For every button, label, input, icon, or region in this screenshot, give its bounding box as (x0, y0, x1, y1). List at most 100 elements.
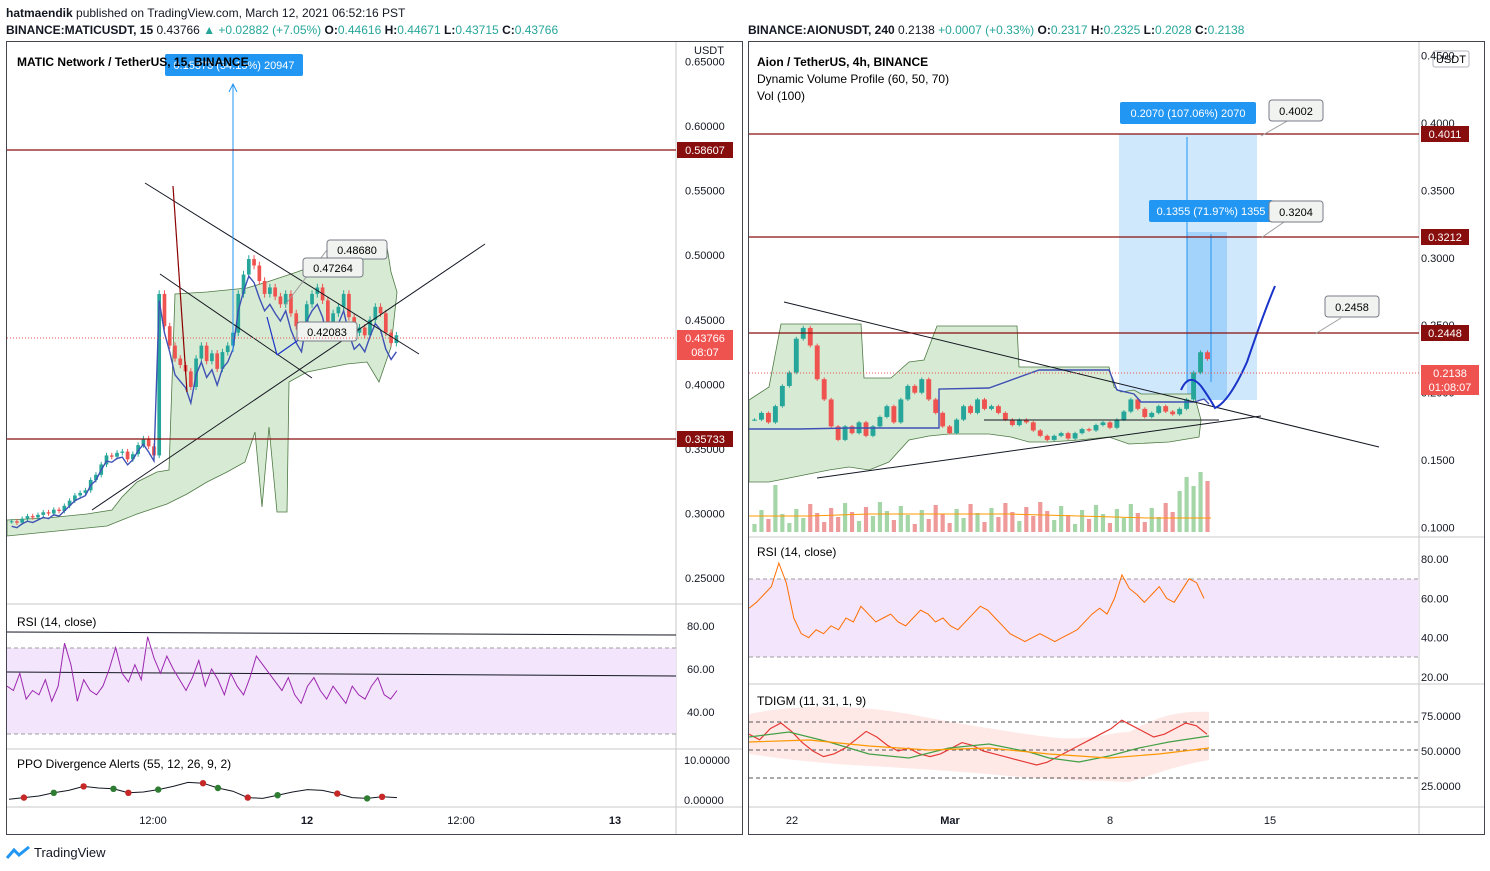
right-volume-bar (1024, 507, 1029, 532)
right-volume-bar (898, 506, 903, 532)
right-volume-bar (877, 502, 883, 532)
r-candle (1009, 419, 1015, 426)
tradingview-logo[interactable]: TradingView (6, 845, 106, 860)
right-volume-bar (982, 522, 987, 532)
right-tdi-title: TDIGM (11, 31, 1, 9) (757, 694, 866, 708)
l-candle (41, 512, 46, 515)
right-rsi-title: RSI (14, close) (757, 545, 836, 559)
right-volume-bar (794, 509, 799, 532)
right-trendlines (783, 285, 1380, 479)
r-candle (912, 385, 918, 393)
r-candle (1184, 399, 1190, 409)
r-candle (1177, 408, 1183, 415)
ppo-alert-dot (50, 789, 57, 796)
right-volume-bar (849, 512, 855, 532)
l-candle (215, 353, 220, 369)
r-candle (1191, 372, 1197, 400)
left-callouts: 0.48680 0.47264 0.42083 (284, 239, 388, 342)
left-symbol[interactable]: BINANCE:MATICUSDT, 15 (6, 23, 154, 37)
l-candle (78, 492, 82, 496)
ppo-alert-dot (20, 794, 28, 801)
publisher-name[interactable]: hatmaendik (6, 6, 73, 20)
right-x-ticks: 22 Mar 8 15 (786, 815, 1276, 827)
l-candle (257, 265, 262, 282)
r-candle (877, 416, 883, 427)
l-candle (326, 300, 330, 323)
right-tdi-ticks: 75.0000 50.0000 25.0000 (1421, 711, 1461, 793)
l-candle (362, 327, 367, 336)
r-candle (793, 338, 799, 373)
indicator-tick: 80.00 (1421, 554, 1449, 566)
right-chart-svg[interactable]: 0.2070 (107.06%) 2070 0.1355 (71.97%) 13… (748, 42, 1484, 834)
r-candle (1051, 435, 1057, 440)
l-candle (131, 454, 135, 460)
r-y-tick: 0.1000 (1421, 523, 1455, 535)
right-callout-3: 0.2458 (1335, 302, 1369, 314)
left-chart-panel[interactable]: 0.15373 (34.15%) 20947 0.48680 0.47264 0… (6, 41, 743, 835)
right-volume-bar (1198, 472, 1203, 532)
r-candle (1170, 411, 1176, 415)
right-axis-unit-box[interactable] (1432, 50, 1470, 68)
r-candle (765, 412, 771, 423)
l-y-tick: 0.50000 (685, 250, 725, 262)
right-low: 0.2028 (1154, 23, 1192, 37)
ppo-alert-dot (274, 792, 281, 799)
ppo-alert-dot (334, 790, 341, 797)
r-candle (849, 426, 855, 434)
r-candle (1037, 430, 1043, 436)
l-candle (278, 296, 283, 305)
right-volume-bar (1086, 519, 1092, 532)
l-candle (289, 293, 293, 314)
r-candle (821, 379, 827, 400)
right-symbol[interactable]: BINANCE:AIONUSDT, 240 (748, 23, 895, 37)
right-volume-bar (975, 513, 980, 532)
r-candle (835, 426, 841, 440)
l-candle (178, 358, 183, 365)
indicator-tick: 20.00 (1421, 672, 1449, 684)
right-chart-subtitle: Dynamic Volume Profile (60, 50, 70) (757, 72, 949, 86)
right-level-2-tag (1421, 229, 1469, 245)
indicator-tick: 40.00 (687, 707, 715, 719)
l-candle (15, 521, 19, 523)
left-high: 0.44671 (397, 23, 441, 37)
right-chart-panel[interactable]: 0.2070 (107.06%) 2070 0.1355 (71.97%) 13… (748, 41, 1485, 835)
l-candle (109, 455, 114, 457)
right-last-price-label: 0.2138 (1433, 368, 1467, 380)
right-volume-bar (829, 508, 834, 532)
left-level-2-label: 0.35733 (685, 434, 725, 446)
right-last: 0.2138 (898, 23, 935, 37)
tradingview-brand: TradingView (34, 845, 106, 860)
r-y-tick: 0.3500 (1421, 185, 1455, 197)
l-candle (125, 451, 130, 460)
r-candle (842, 426, 848, 440)
right-volume-bar (1149, 508, 1154, 532)
left-change: ▲ +0.02882 (+7.05%) (203, 23, 322, 37)
l-y-tick: 0.45000 (685, 315, 725, 327)
right-volume-bar (989, 508, 994, 532)
l-candle (331, 313, 335, 323)
right-volume-label: Vol (100) (757, 89, 805, 103)
r-candle (1107, 422, 1113, 428)
right-change: +0.0007 (+0.33%) (938, 23, 1035, 37)
l-candle (341, 293, 346, 307)
l-candle (225, 345, 230, 353)
r-candle (975, 399, 980, 413)
tradingview-logo-icon (6, 845, 30, 859)
left-ppo-ticks: 10.00000 0.00000 (684, 755, 730, 807)
l-y-tick: 0.25000 (685, 573, 725, 585)
l-candle (62, 505, 67, 511)
left-rsi-trend-2 (6, 671, 677, 677)
right-volume-bar (766, 519, 771, 532)
r-candle (1079, 429, 1085, 434)
l-candle (220, 352, 225, 369)
indicator-tick: 10.00000 (684, 755, 730, 767)
right-volume-bar (773, 485, 778, 532)
right-volume-bar (1038, 502, 1043, 532)
ppo-alert-dot (125, 789, 132, 796)
left-chart-svg[interactable]: 0.15373 (34.15%) 20947 0.48680 0.47264 0… (6, 42, 742, 834)
r-candle (1086, 429, 1092, 431)
l-candle (57, 509, 61, 511)
l-candle (104, 455, 109, 465)
left-symbol-header: BINANCE:MATICUSDT, 15 0.43766 ▲ +0.02882… (6, 23, 558, 37)
indicator-tick: 60.00 (687, 664, 715, 676)
